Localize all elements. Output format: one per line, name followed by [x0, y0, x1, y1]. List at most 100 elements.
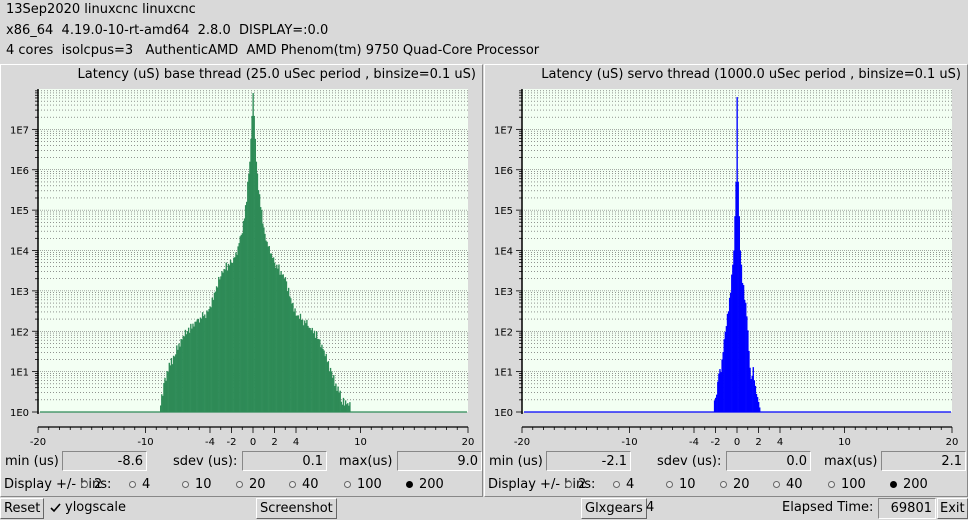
radio-dot-icon: [344, 481, 351, 488]
servo-bar: [751, 375, 753, 412]
base-bar: [324, 356, 326, 412]
base-bar: [249, 161, 251, 412]
servo-bar: [725, 326, 728, 412]
base-y-tick-label: 1E1: [10, 368, 29, 379]
servo-bar: [734, 216, 736, 412]
servo-bins-radio-4[interactable]: 4: [613, 477, 634, 492]
base-bar: [177, 349, 179, 412]
servo-x-tick-label: 2: [755, 437, 761, 448]
base-bins-radio-20[interactable]: 20: [236, 477, 266, 492]
base-bar: [349, 402, 351, 412]
base-bar: [300, 319, 303, 412]
servo-bins-radio-20[interactable]: 20: [720, 477, 750, 492]
base-max-label: max(us): [339, 454, 393, 469]
base-bar: [325, 353, 327, 412]
base-bar: [200, 318, 203, 412]
servo-bar: [726, 313, 729, 412]
base-bar: [250, 138, 252, 412]
base-bar: [171, 364, 174, 412]
reset-button[interactable]: Reset: [0, 498, 45, 519]
base-y-tick-label: 1E0: [10, 408, 29, 419]
base-bins-label: Display +/- bins:: [4, 477, 112, 492]
base-bar: [287, 287, 290, 412]
base-bar: [338, 392, 340, 412]
base-bar: [271, 257, 274, 412]
servo-bar: [745, 302, 747, 412]
base-x-tick-label: -10: [137, 437, 153, 448]
base-bar: [263, 227, 265, 412]
bins-radio-label: 200: [419, 477, 444, 492]
base-bar: [167, 372, 169, 412]
base-bins-radio-40[interactable]: 40: [289, 477, 319, 492]
servo-bar: [724, 331, 727, 412]
servo-bar: [749, 367, 751, 412]
base-bar: [216, 287, 219, 412]
base-bins-radio-2[interactable]: 2: [81, 477, 102, 492]
base-bar: [193, 326, 195, 412]
base-bar: [229, 259, 232, 412]
base-min-value: -8.6: [62, 451, 147, 471]
base-bar: [235, 252, 237, 412]
servo-y-tick-label: 1E4: [494, 247, 513, 258]
base-bar: [309, 328, 311, 412]
base-bar: [280, 271, 282, 412]
servo-bar: [719, 369, 721, 412]
servo-x-tick-label: 10: [838, 437, 851, 448]
base-bar: [291, 303, 293, 412]
servo-bar: [738, 216, 740, 412]
base-bar: [218, 276, 220, 412]
servo-max-label: max(us): [824, 454, 878, 469]
base-bar: [330, 371, 333, 412]
servo-x-tick-label: -20: [514, 437, 530, 448]
base-bar: [198, 322, 201, 412]
base-bar: [197, 318, 200, 412]
base-bar: [195, 321, 197, 412]
glxgears-button[interactable]: Glxgears: [581, 498, 647, 519]
servo-bar: [739, 250, 742, 412]
base-max-value: 9.0: [397, 451, 482, 471]
base-bar: [311, 327, 313, 412]
bins-radio-label: 10: [195, 477, 212, 492]
base-bar: [219, 279, 221, 412]
base-bar: [265, 240, 267, 412]
base-bar: [194, 321, 196, 412]
servo-bins-radio-200[interactable]: 200: [890, 477, 928, 492]
base-bins-radio-100[interactable]: 100: [344, 477, 382, 492]
base-bar: [341, 404, 344, 412]
checkmark-icon: [50, 502, 61, 513]
base-bar: [289, 296, 291, 412]
base-bar: [333, 375, 335, 412]
servo-bins-radio-100[interactable]: 100: [828, 477, 866, 492]
base-bar: [296, 315, 298, 412]
base-bar: [230, 262, 233, 412]
base-bins-radio-10[interactable]: 10: [182, 477, 212, 492]
servo-bins-radio-2[interactable]: 2: [565, 477, 586, 492]
base-bins-radio-4[interactable]: 4: [129, 477, 150, 492]
base-bar: [205, 318, 207, 412]
servo-bar: [714, 397, 717, 412]
base-bar: [285, 281, 288, 412]
base-bar: [165, 380, 167, 412]
base-bar: [281, 274, 283, 412]
base-bar: [233, 257, 235, 412]
servo-bar: [722, 352, 724, 412]
bins-radio-label: 20: [733, 477, 750, 492]
base-bar: [161, 394, 163, 412]
base-bar: [252, 93, 254, 412]
base-bar: [298, 319, 301, 412]
servo-bins-radio-40[interactable]: 40: [773, 477, 803, 492]
base-bar: [201, 312, 204, 412]
exit-button[interactable]: Exit: [937, 498, 968, 519]
servo-y-tick-label: 1E7: [494, 125, 513, 136]
base-bar: [232, 263, 234, 412]
base-bins-radio-200[interactable]: 200: [406, 477, 444, 492]
screenshot-button[interactable]: Screenshot: [256, 498, 337, 519]
servo-bar: [757, 401, 760, 412]
ylogscale-checkbox[interactable]: ylogscale: [50, 500, 126, 515]
servo-bins-radio-10[interactable]: 10: [666, 477, 696, 492]
base-x-tick-label: 4: [293, 437, 299, 448]
base-bins-selector: Display +/- bins: 2 4 10 20 40 100 200: [1, 475, 482, 495]
base-bar: [323, 350, 325, 412]
base-bar: [228, 265, 231, 412]
